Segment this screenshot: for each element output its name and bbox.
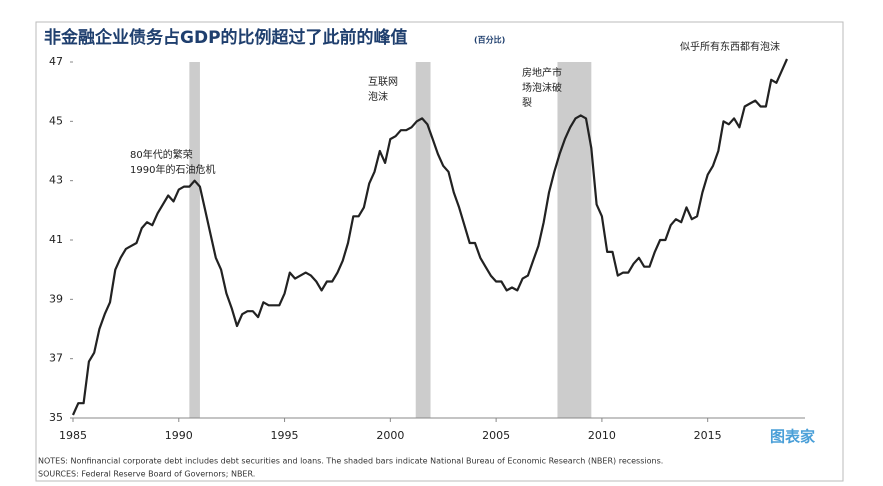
x-tick-label: 1985 [59,429,87,442]
annotation: 80年代的繁荣 [130,148,193,161]
y-tick-label: 41 [49,233,63,246]
y-tick-label: 37 [49,352,63,365]
annotation: 似乎所有东西都有泡沫 [680,40,780,53]
logo: 图表家 [770,428,815,446]
y-tick-label: 47 [49,55,63,68]
x-tick-label: 2010 [588,429,616,442]
x-tick-label: 2015 [694,429,722,442]
frame [35,21,844,482]
notes: NOTES: Nonfinancial corporate debt inclu… [38,457,663,466]
y-tick-label: 39 [49,292,63,305]
annotation: 泡沫 [368,90,388,103]
annotation: 裂 [522,96,532,109]
annotation: 房地产市 [522,66,562,79]
y-tick-label: 43 [49,174,63,187]
series-line [71,58,789,416]
annotation: 场泡沫破 [522,81,562,94]
x-tick-label: 2000 [376,429,404,442]
y-tick-label: 35 [49,411,63,424]
annotation: 1990年的石油危机 [130,163,215,176]
x-tick-label: 1990 [165,429,193,442]
x-tick-label: 2005 [482,429,510,442]
chart-title: 非金融企业债务占GDP的比例超过了此前的峰值 [44,27,408,48]
x-tick-label: 1995 [271,429,299,442]
recession-band [557,62,592,418]
y-tick-label: 45 [49,114,63,127]
sources: SOURCES: Federal Reserve Board of Govern… [38,470,255,479]
recession-band [189,62,200,418]
recession-band [415,62,431,418]
annotation: 互联网 [368,76,398,88]
unit-label: (百分比) [474,35,505,45]
